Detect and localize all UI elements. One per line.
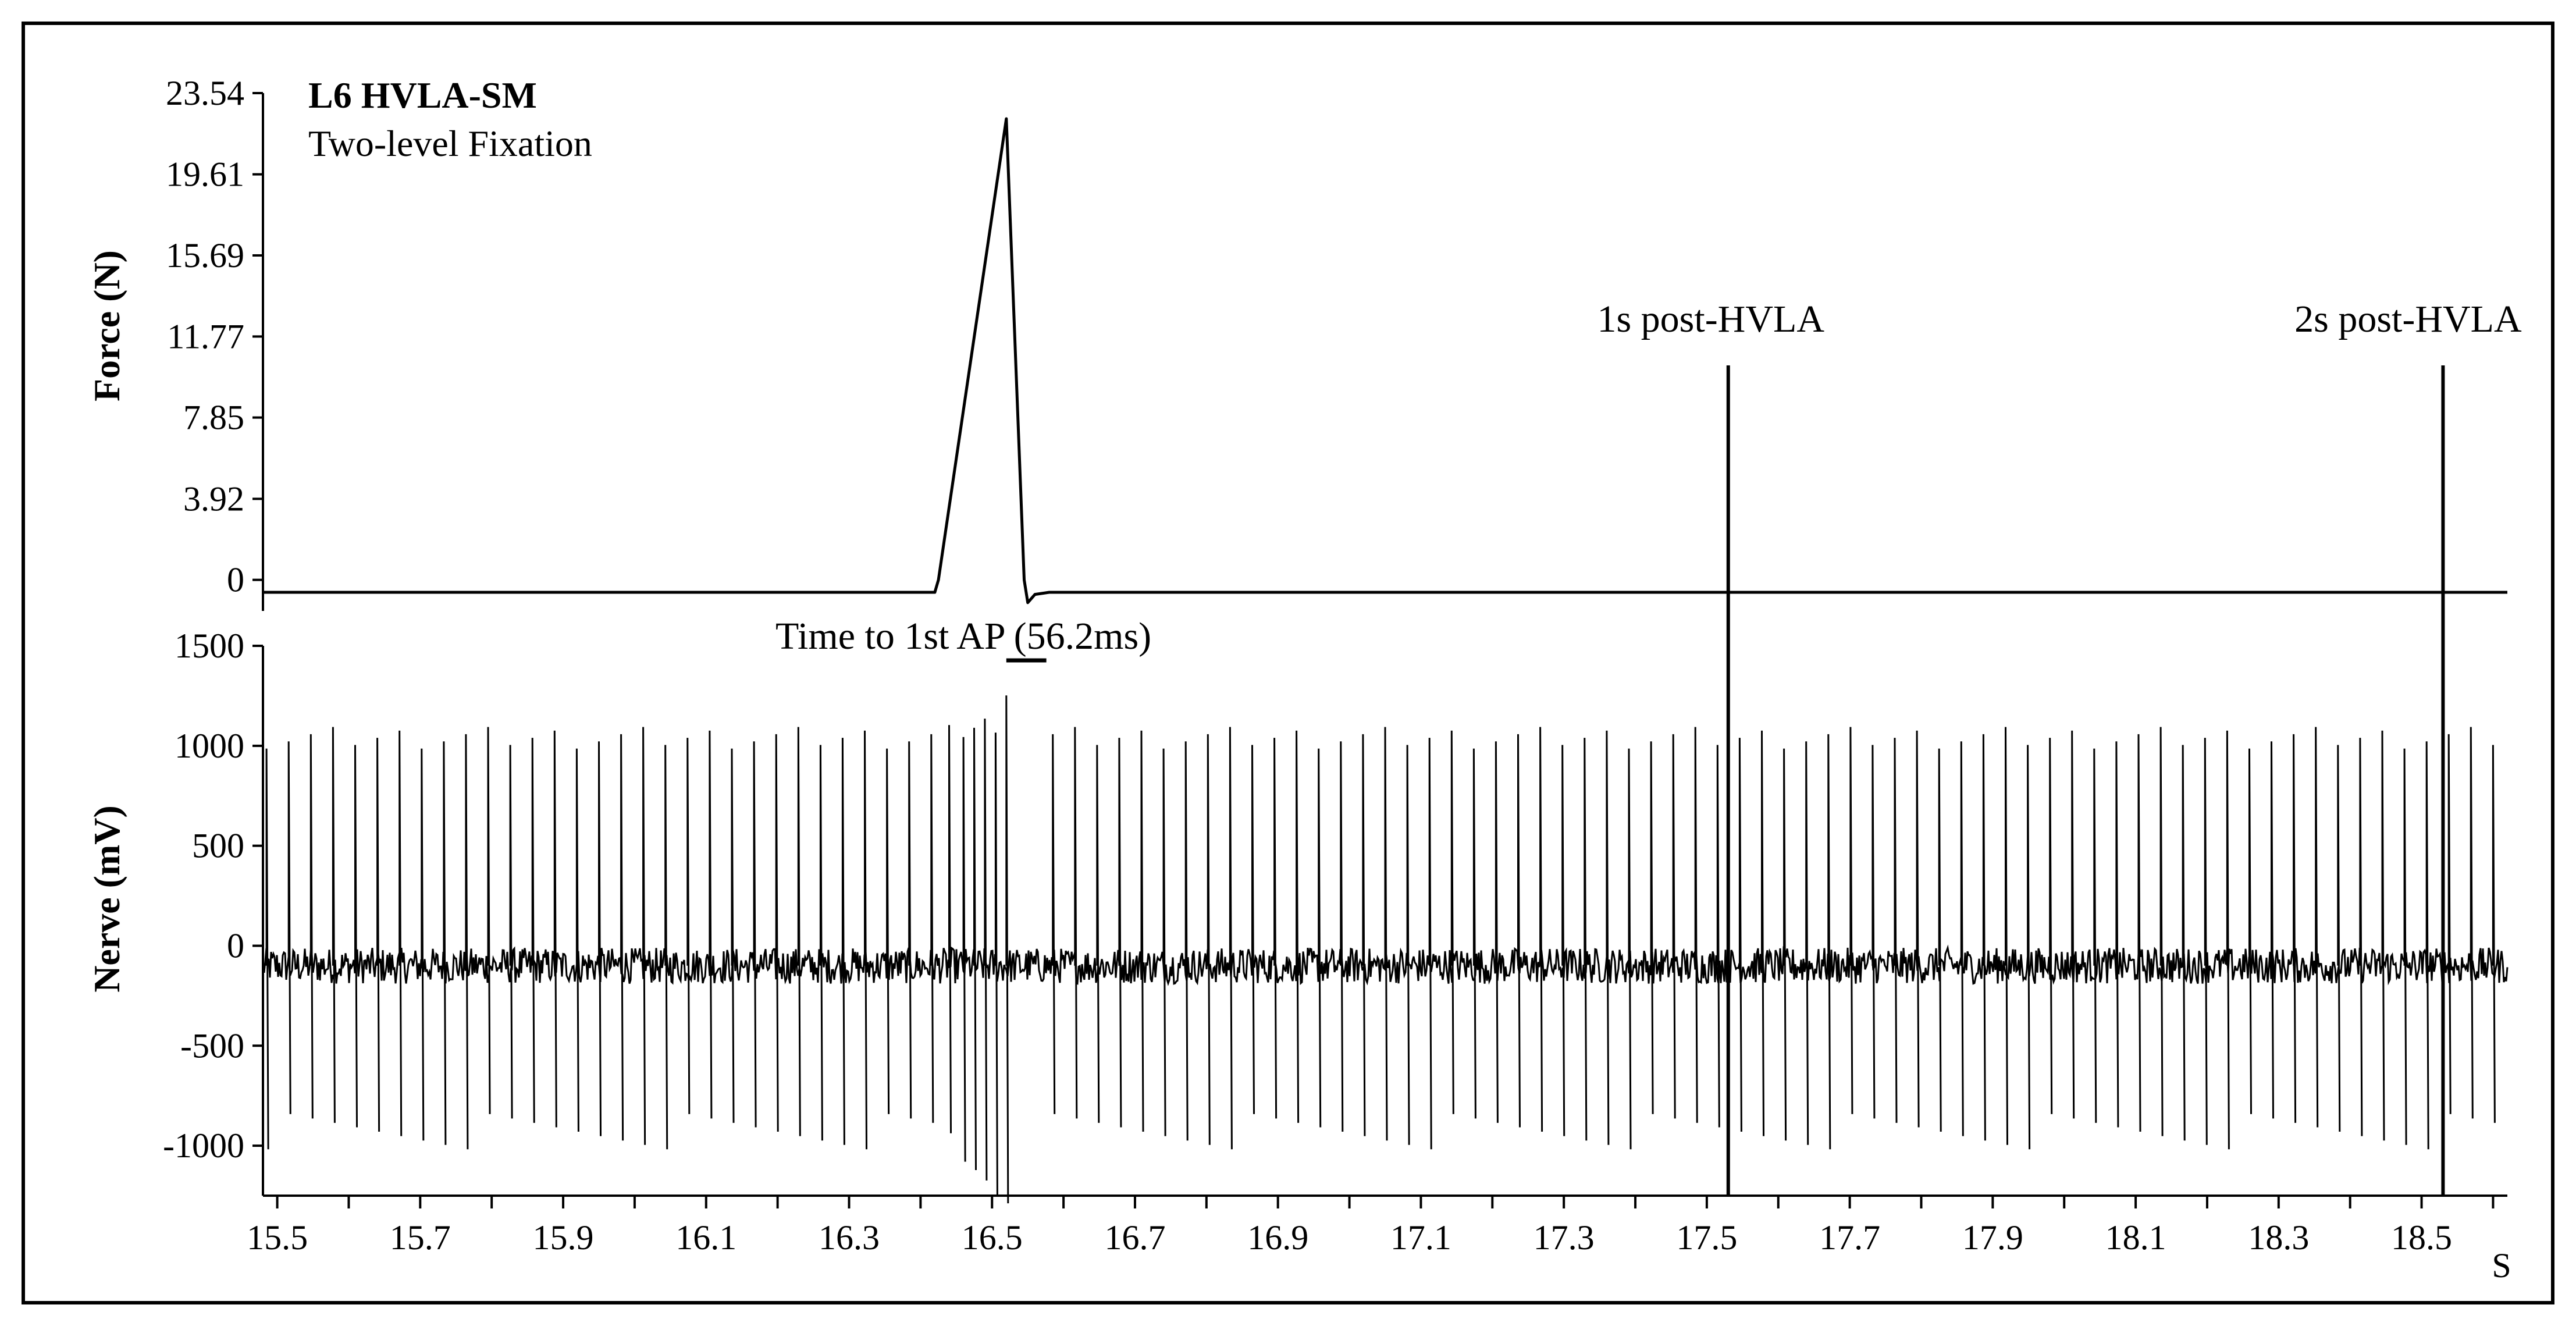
post-hvla-2s-label: 2s post-HVLA [2294,298,2522,340]
x-tick-label: 15.9 [533,1218,594,1257]
x-tick-label: 18.1 [2105,1218,2166,1257]
nerve-tick-label: 500 [192,827,244,865]
force-trace [263,117,2507,605]
force-tick-label: 23.54 [166,74,244,112]
x-tick-label: 16.5 [962,1218,1023,1257]
chart-frame [22,22,2554,1304]
nerve-tick-label: 1000 [175,727,244,765]
x-tick-label: 17.9 [1962,1218,2023,1257]
x-tick-label: 17.7 [1819,1218,1880,1257]
force-tick-label: 0 [227,561,244,599]
x-tick-label: 16.1 [675,1218,736,1257]
x-tick-label: 18.5 [2391,1218,2452,1257]
x-tick-label: 18.3 [2248,1218,2309,1257]
nerve-tick-label: -1000 [163,1126,244,1165]
x-tick-label: 17.5 [1676,1218,1737,1257]
first-ap-label: Time to 1st AP (56.2ms) [775,615,1151,657]
x-axis-ticks: 15.5 15.7 15.9 16.1 16.3 16.5 16.7 16.9 17.1 17.3… [247,1196,2495,1257]
force-tick-label: 7.85 [183,399,244,437]
x-tick-label: 15.7 [390,1218,451,1257]
force-tick-label: 11.77 [167,317,244,356]
nerve-trace [262,695,2509,1204]
force-axis-title: Force (N) [86,250,127,401]
force-tick-label: 3.92 [183,479,244,518]
nerve-tick-label: -500 [180,1026,244,1065]
x-tick-label: 16.9 [1247,1218,1308,1257]
axes [262,93,2507,1197]
chart-title: L6 HVLA-SM [308,74,537,116]
x-tick-label: 17.3 [1533,1218,1595,1257]
nerve-y-ticks: -1000 -500 0 500 1000 1500 [163,627,263,1165]
chart-subtitle: Two-level Fixation [308,123,592,164]
x-axis-unit-label: S [2492,1246,2511,1285]
post-hvla-1s-label: 1s post-HVLA [1597,298,1825,340]
x-tick-label: 15.5 [247,1218,308,1257]
force-y-ticks: 0 3.92 7.85 11.77 15.69 19.61 23.54 [166,74,263,599]
force-tick-label: 19.61 [166,155,244,194]
nerve-tick-label: 0 [227,926,244,965]
x-tick-label: 16.7 [1104,1218,1165,1257]
force-tick-label: 15.69 [166,236,244,275]
x-tick-label: 16.3 [819,1218,880,1257]
nerve-axis-title: Nerve (mV) [86,805,127,993]
x-tick-label: 17.1 [1390,1218,1451,1257]
nerve-tick-label: 1500 [175,627,244,665]
